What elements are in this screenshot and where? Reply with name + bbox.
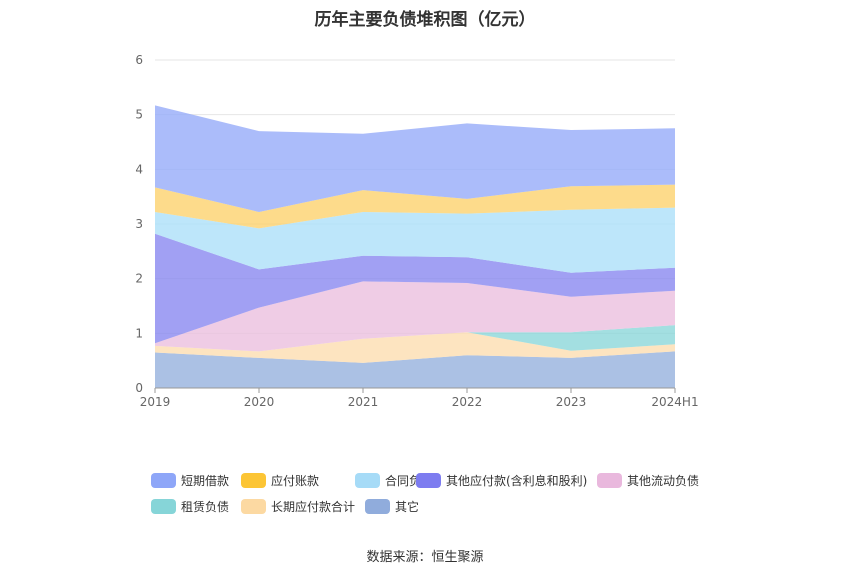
legend-swatch xyxy=(241,499,266,514)
legend-label: 其它 xyxy=(395,500,420,514)
legend-item[interactable]: 其它 xyxy=(365,498,419,515)
legend-swatch xyxy=(151,473,176,488)
chart-title: 历年主要负债堆积图（亿元） xyxy=(314,10,536,30)
area-series-3 xyxy=(155,281,675,352)
legend-label: 其他应付款(含利息和股利) xyxy=(446,474,588,488)
legend-item[interactable]: 短期借款 xyxy=(151,472,229,489)
y-tick-label: 0 xyxy=(135,381,143,395)
data-source: 数据来源：恒生聚源 xyxy=(366,550,484,565)
x-tick-label: 2020 xyxy=(244,395,275,409)
y-tick-label: 4 xyxy=(135,162,143,176)
area-series-7 xyxy=(155,105,675,212)
legend-label: 长期应付款合计 xyxy=(271,500,356,514)
area-series-6 xyxy=(155,184,675,229)
x-tick-label: 2021 xyxy=(348,395,379,409)
legend-swatch xyxy=(416,473,441,488)
y-tick-label: 6 xyxy=(135,53,143,67)
x-tick-label: 2019 xyxy=(140,395,171,409)
y-tick-label: 5 xyxy=(135,108,143,122)
legend-label: 短期借款 xyxy=(181,474,230,488)
x-tick-label: 2024H1 xyxy=(651,395,698,409)
x-tick-label: 2023 xyxy=(556,395,587,409)
legend-swatch xyxy=(355,473,380,488)
area-series-0 xyxy=(155,351,675,388)
legend-swatch xyxy=(365,499,390,514)
area-series-4 xyxy=(155,233,675,344)
area-series-2 xyxy=(155,325,675,352)
area-series-5 xyxy=(155,207,675,273)
legend-item[interactable]: 长期应付款合计 xyxy=(241,498,355,515)
legend-label: 租赁负债 xyxy=(181,500,230,514)
legend-swatch xyxy=(151,499,176,514)
legend-swatch xyxy=(241,473,266,488)
y-tick-label: 2 xyxy=(135,272,143,286)
legend-item[interactable]: 其他应付款(含利息和股利) xyxy=(416,472,587,489)
area-series-1 xyxy=(155,332,675,363)
legend-swatch xyxy=(597,473,622,488)
legend-label: 应付账款 xyxy=(271,474,320,488)
legend-label: 其他流动负债 xyxy=(627,474,700,488)
x-tick-label: 2022 xyxy=(452,395,483,409)
y-tick-label: 3 xyxy=(135,217,143,231)
y-tick-label: 1 xyxy=(135,326,143,340)
stacked-area-chart: 0 1 2 3 4 5 6 2019 2020 2021 2022 2023 2024H1 xyxy=(135,53,698,409)
legend-item[interactable]: 应付账款 xyxy=(241,472,319,489)
legend-item[interactable]: 租赁负债 xyxy=(151,498,229,515)
legend-item[interactable]: 其他流动负债 xyxy=(597,472,699,489)
